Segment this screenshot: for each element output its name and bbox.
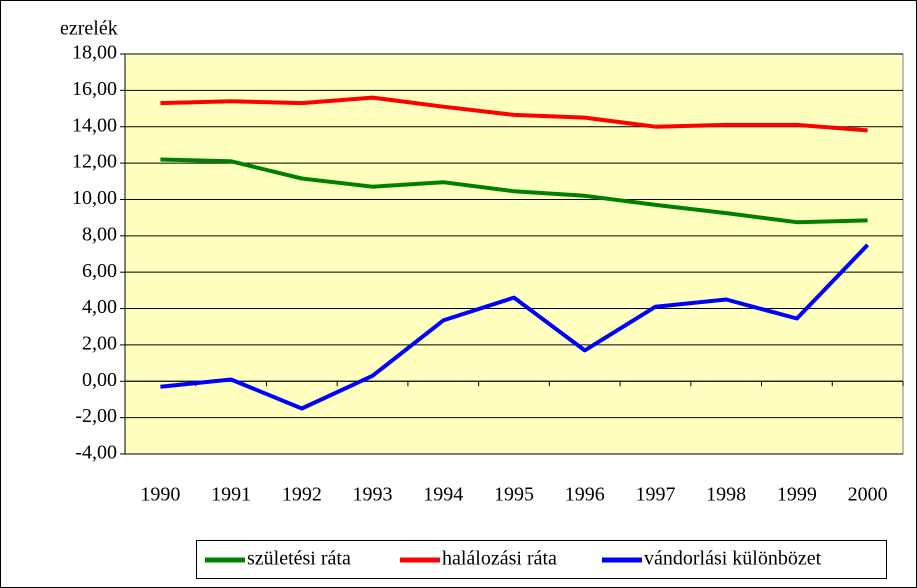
y-tick-label: 14,00: [72, 114, 117, 136]
x-tick-label: 1998: [706, 484, 746, 506]
series-line: [160, 157, 868, 225]
y-tick-label: 10,00: [72, 187, 117, 209]
y-tick-label: 2,00: [82, 333, 117, 355]
y-tick-label: 8,00: [82, 223, 117, 245]
x-tick-label: 1991: [211, 484, 251, 506]
legend-label: halálozási ráta: [442, 548, 557, 570]
series-line: [160, 243, 870, 411]
y-axis-label: ezrelék: [60, 18, 118, 40]
x-tick-label: 1994: [423, 484, 463, 506]
y-tick-label: -4,00: [75, 442, 117, 464]
y-tick-label: 16,00: [72, 78, 117, 100]
series-line: [160, 95, 868, 133]
x-tick-label: 1999: [777, 484, 817, 506]
x-tick-label: 1996: [565, 484, 605, 506]
y-tick-label: 12,00: [72, 151, 117, 173]
x-tick-label: 1995: [494, 484, 534, 506]
x-tick-label: 1997: [635, 484, 675, 506]
y-tick-label: 6,00: [82, 260, 117, 282]
x-tick-label: 2000: [848, 484, 888, 506]
y-tick-label: 4,00: [82, 296, 117, 318]
y-tick-label: -2,00: [75, 405, 117, 427]
y-tick-label: 18,00: [72, 42, 117, 64]
legend-box: [196, 540, 887, 579]
legend-label: vándorlási különbözet: [644, 548, 822, 570]
x-tick-label: 1993: [353, 484, 393, 506]
legend-label: születési ráta: [247, 548, 351, 570]
y-tick-label: 0,00: [82, 369, 117, 391]
x-tick-label: 1990: [140, 484, 180, 506]
x-tick-label: 1992: [282, 484, 322, 506]
